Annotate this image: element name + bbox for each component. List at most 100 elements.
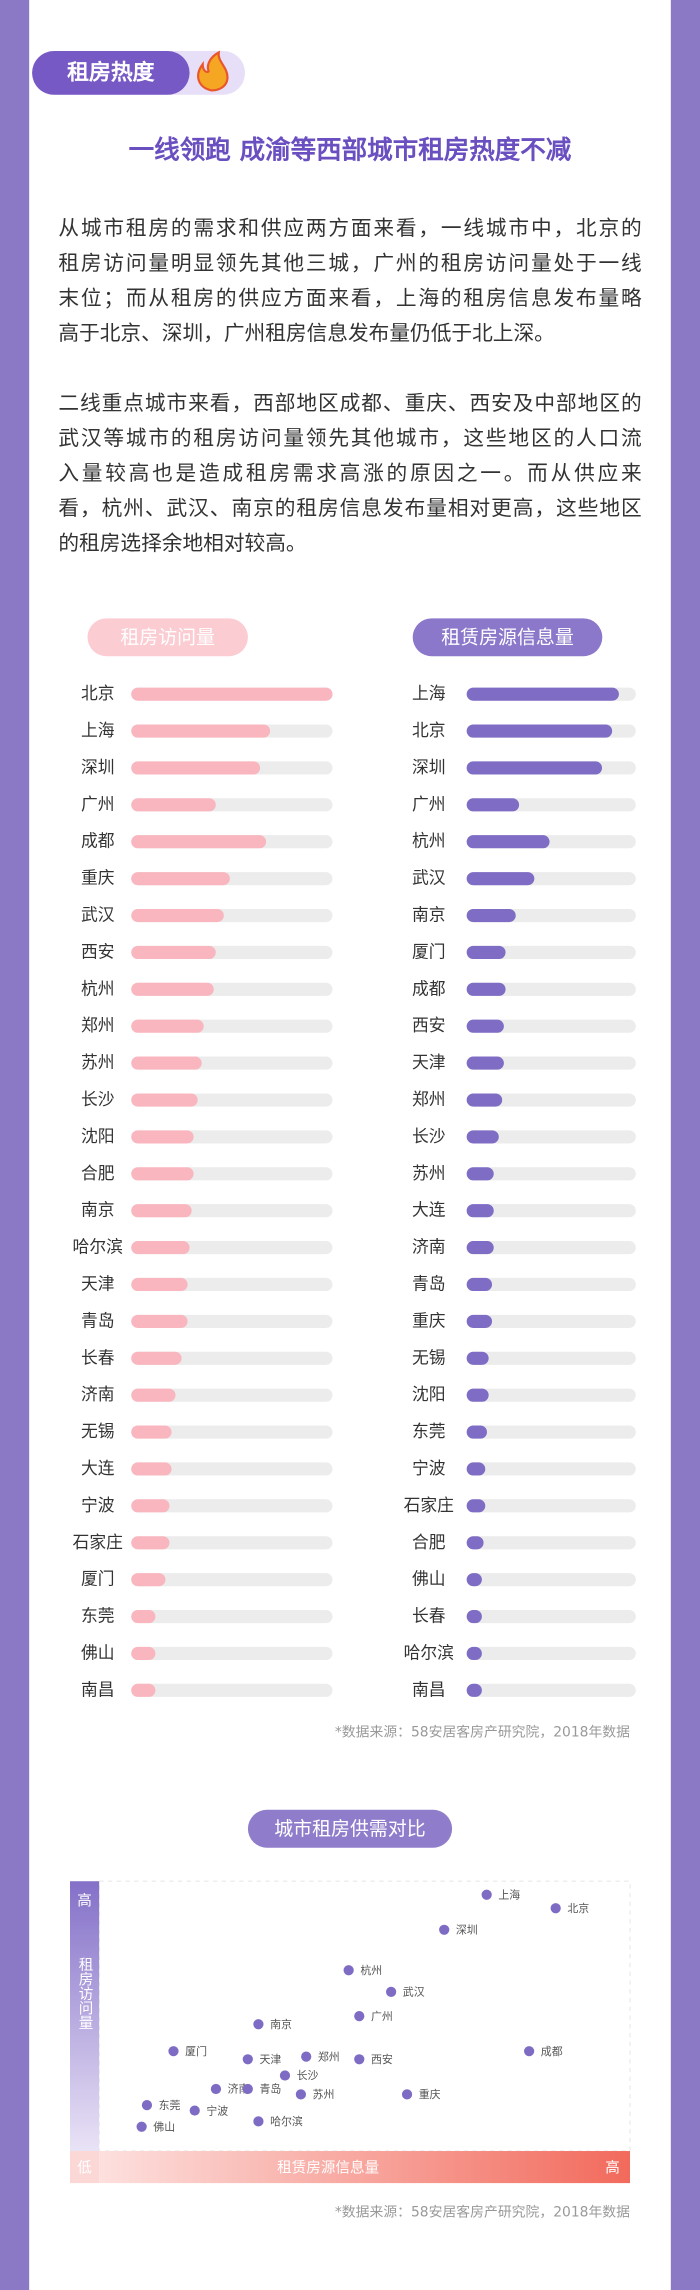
bar <box>466 1130 499 1144</box>
paragraph-line: 武汉等城市的租房访问量领先其他城市，这些地区的人口流 <box>58 426 641 450</box>
bar <box>466 908 516 923</box>
category-label: 重庆 <box>412 1310 446 1330</box>
bar <box>466 1609 482 1624</box>
bar <box>466 1683 482 1697</box>
bar-track <box>131 1536 333 1550</box>
point <box>141 2100 153 2111</box>
bar <box>466 1425 487 1439</box>
category-label: 苏州 <box>81 1052 115 1072</box>
bar <box>466 835 550 849</box>
origin-low: 低 <box>77 2160 92 2177</box>
point-label: 北京 <box>567 1901 589 1915</box>
point-label: 杭州 <box>360 1963 382 1977</box>
category-label: 合肥 <box>81 1163 115 1183</box>
bar <box>466 1241 494 1255</box>
bar-track <box>131 1499 333 1513</box>
title: 一线领跑 成渝等西部城市租房热度不减 <box>129 136 572 166</box>
bar <box>131 1573 166 1587</box>
category-label: 长春 <box>81 1347 115 1367</box>
bar <box>466 724 613 738</box>
category-label: 沈阳 <box>412 1384 446 1404</box>
category-label: 哈尔滨 <box>73 1237 124 1257</box>
point <box>301 2051 312 2062</box>
point-label: 长沙 <box>297 2069 319 2082</box>
bar <box>131 687 333 701</box>
category-label: 南昌 <box>81 1679 115 1699</box>
bar-track <box>466 1462 636 1476</box>
bar <box>131 835 267 849</box>
bar-title: 租房访问量 <box>120 627 215 649</box>
category-label: 上海 <box>412 683 446 703</box>
point <box>253 2116 264 2127</box>
category-label: 杭州 <box>412 831 446 851</box>
bar-track <box>131 1646 333 1661</box>
category-label: 西安 <box>412 1015 446 1035</box>
bar <box>131 1314 188 1328</box>
category-label: 长沙 <box>412 1126 446 1146</box>
point-label: 青岛 <box>259 2082 281 2096</box>
bar <box>466 687 619 701</box>
category-label: 武汉 <box>412 868 446 888</box>
bar <box>131 798 216 812</box>
point <box>168 2046 179 2057</box>
paragraph-line: 看，杭州、武汉、南京的租房信息发布量相对更高，这些地区 <box>58 496 641 520</box>
bar-track <box>466 1388 636 1402</box>
category-label: 宁波 <box>412 1458 446 1478</box>
left-border <box>0 0 30 2290</box>
category-label: 天津 <box>412 1052 446 1072</box>
category-label: 上海 <box>81 720 115 740</box>
category-label: 郑州 <box>81 1015 115 1035</box>
category-label: 深圳 <box>81 757 115 777</box>
bar <box>131 908 224 923</box>
bar-track <box>131 1683 333 1697</box>
bar <box>131 1277 188 1292</box>
plot-area <box>98 1880 631 2152</box>
point-label: 上海 <box>498 1887 520 1901</box>
bar <box>131 761 261 775</box>
bar <box>131 1388 176 1402</box>
bar <box>131 1351 182 1365</box>
right-border <box>670 0 700 2290</box>
bar-track <box>131 1351 333 1365</box>
category-label: 北京 <box>412 720 446 740</box>
bar <box>131 1241 190 1255</box>
bar-track <box>131 1609 333 1624</box>
category-label: 成都 <box>81 831 115 851</box>
category-label: 郑州 <box>412 1089 446 1109</box>
bar-track <box>466 1499 636 1513</box>
bar <box>131 1056 202 1070</box>
category-label: 西安 <box>81 941 115 961</box>
point-label: 厦门 <box>185 2044 207 2058</box>
bar <box>466 761 602 775</box>
point <box>401 2089 413 2100</box>
category-label: 大连 <box>412 1200 446 1220</box>
bar <box>466 798 520 812</box>
y-axis-label: 租房访问量 <box>77 1957 94 2030</box>
bar <box>466 1093 503 1107</box>
paragraph-line: 租房访问量明显领先其他三城，广州的租房访问量处于一线 <box>58 251 641 275</box>
bar <box>466 982 506 996</box>
bar-track <box>466 1536 636 1550</box>
bar-track <box>466 1609 636 1624</box>
category-label: 成都 <box>412 978 446 998</box>
point <box>295 2089 306 2100</box>
category-label: 大连 <box>81 1458 115 1478</box>
category-label: 南京 <box>412 905 446 925</box>
point-label: 佛山 <box>153 2120 175 2133</box>
point <box>439 1924 450 1935</box>
bar <box>131 1167 194 1181</box>
bar-track <box>466 1167 636 1181</box>
x-axis-label: 租赁房源信息量 <box>277 2160 379 2177</box>
paragraph-line: 高于北京、深圳，广州租房信息发布量仍低于北上深。 <box>58 321 555 345</box>
point-label: 成都 <box>541 2045 563 2058</box>
source-note: *数据来源：58安居客房产研究院，2018年数据 <box>335 1723 630 1740</box>
bar <box>466 1314 493 1328</box>
point-label: 哈尔滨 <box>270 2114 303 2128</box>
bar-track <box>466 1351 636 1365</box>
scatter-title: 城市租房供需对比 <box>274 1818 426 1840</box>
point <box>524 2046 535 2057</box>
bar <box>466 1277 493 1292</box>
bar-track <box>466 1204 636 1218</box>
